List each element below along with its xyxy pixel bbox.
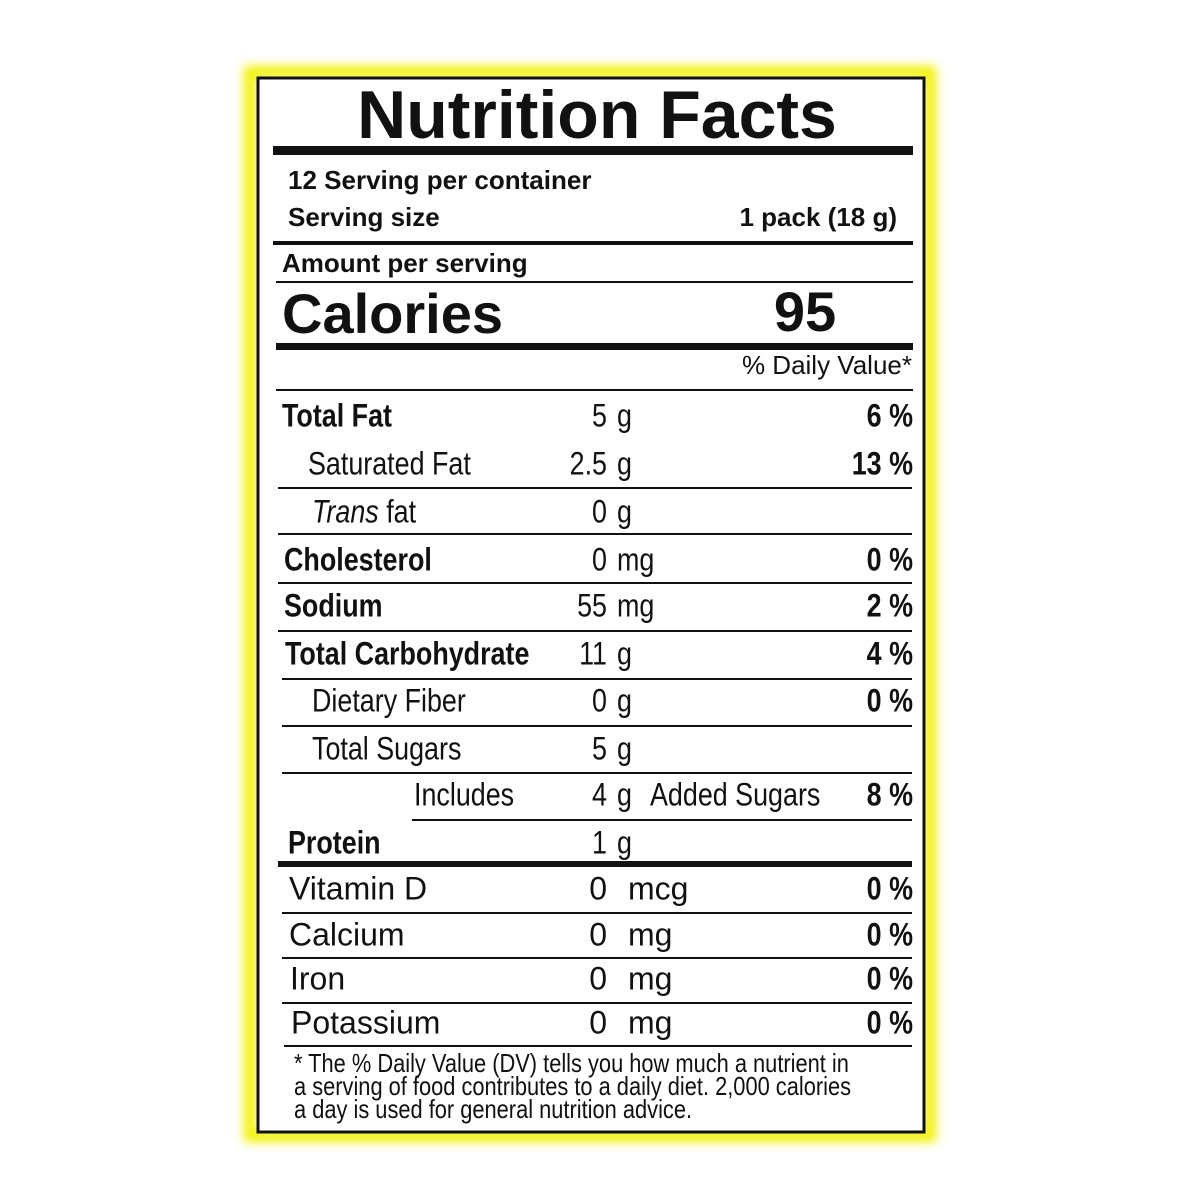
nutrient-unit: mg bbox=[617, 588, 654, 624]
nutrient-unit: mg bbox=[628, 916, 672, 952]
nutrient-unit: g bbox=[617, 825, 632, 861]
nutrient-unit: mcg bbox=[628, 870, 688, 906]
daily-value: 4 % bbox=[867, 636, 913, 672]
nutrient-unit: g bbox=[617, 446, 632, 482]
nutrient-name: Includes bbox=[414, 777, 514, 813]
nutrient-amount: 0 bbox=[592, 494, 607, 530]
nutrient-amount: 11 bbox=[579, 636, 607, 672]
serving-size-label: Serving size bbox=[288, 202, 440, 232]
yellow-glow bbox=[244, 66, 936, 1142]
daily-value: 13 % bbox=[852, 446, 913, 482]
daily-value: 0 % bbox=[867, 1005, 913, 1041]
calories-label: Calories bbox=[282, 282, 503, 345]
rule bbox=[282, 1002, 912, 1004]
nutrient-amount: 0 bbox=[589, 1004, 607, 1040]
daily-value: 2 % bbox=[867, 588, 913, 624]
daily-value: 0 % bbox=[867, 917, 913, 953]
rule bbox=[276, 281, 913, 283]
daily-value: 8 % bbox=[867, 777, 913, 813]
nutrient-name: Total Sugars bbox=[312, 731, 461, 767]
nutrient-name: Iron bbox=[290, 960, 345, 996]
rule bbox=[282, 725, 912, 727]
nutrient-unit: g bbox=[617, 636, 632, 672]
label-box bbox=[256, 76, 926, 1134]
calories-value: 95 bbox=[774, 280, 836, 343]
nutrient-name: Total Fat bbox=[282, 398, 392, 434]
nutrient-name: Total Carbohydrate bbox=[285, 636, 529, 672]
nutrient-unit: mg bbox=[617, 542, 654, 578]
footnote-line: * The % Daily Value (DV) tells you how m… bbox=[294, 1049, 849, 1078]
nutrient-name: Calcium bbox=[289, 916, 405, 952]
daily-value: 0 % bbox=[867, 871, 913, 907]
nutrient-amount: 0 bbox=[592, 683, 607, 719]
nutrient-unit: g bbox=[617, 683, 632, 719]
nutrient-name: Dietary Fiber bbox=[312, 683, 466, 719]
nutrient-unit: g bbox=[617, 777, 632, 813]
title: Nutrition Facts bbox=[357, 77, 837, 153]
nutrient-amount: 55 bbox=[577, 588, 607, 624]
nutrient-name: Vitamin D bbox=[289, 870, 427, 906]
nutrient-name: Potassium bbox=[291, 1004, 440, 1040]
nutrient-amount: 0 bbox=[589, 916, 607, 952]
nutrient-amount: 1 bbox=[592, 825, 607, 861]
nutrient-amount: 0 bbox=[592, 542, 607, 578]
nutrient-amount: 5 bbox=[592, 398, 607, 434]
footnote-line: a day is used for general nutrition advi… bbox=[294, 1095, 692, 1124]
daily-value: 0 % bbox=[867, 961, 913, 997]
rule bbox=[282, 678, 912, 680]
rule bbox=[282, 772, 912, 774]
thick-rule bbox=[276, 343, 913, 350]
nutrient-amount: 0 bbox=[589, 960, 607, 996]
rule bbox=[282, 957, 912, 959]
daily-value: 0 % bbox=[867, 542, 913, 578]
nutrient-name: Protein bbox=[288, 825, 381, 861]
rule bbox=[276, 389, 913, 391]
servings-per-container: 12 Serving per container bbox=[288, 165, 591, 195]
nutrient-name: fat bbox=[386, 494, 416, 530]
rule bbox=[273, 241, 913, 245]
rule bbox=[278, 533, 912, 535]
nutrient-name: Saturated Fat bbox=[308, 446, 471, 482]
rule bbox=[284, 1045, 912, 1047]
nutrient-amount: 2.5 bbox=[570, 446, 607, 482]
rule bbox=[278, 630, 912, 632]
nutrient-unit: mg bbox=[628, 960, 672, 996]
rule bbox=[412, 819, 912, 821]
thick-rule bbox=[278, 861, 912, 867]
nutrient-unit: g bbox=[617, 398, 632, 434]
footnote-line: a serving of food contributes to a daily… bbox=[294, 1072, 851, 1101]
rule bbox=[282, 912, 912, 914]
rule bbox=[278, 582, 912, 584]
nutrient-unit: mg bbox=[628, 1004, 672, 1040]
nutrient-amount: 5 bbox=[592, 731, 607, 767]
nutrient-name: Sodium bbox=[284, 588, 383, 624]
daily-value: 0 % bbox=[867, 683, 913, 719]
nutrient-unit: g bbox=[617, 494, 632, 530]
nutrient-amount: 4 bbox=[592, 777, 607, 813]
nutrient-name-italic: Trans bbox=[312, 494, 379, 530]
rule bbox=[278, 487, 912, 489]
thick-rule bbox=[273, 146, 913, 155]
amount-per-serving: Amount per serving bbox=[282, 248, 528, 278]
nutrient-note: Added Sugars bbox=[650, 777, 820, 813]
serving-size-value: 1 pack (18 g) bbox=[739, 202, 897, 232]
nutrient-unit: g bbox=[617, 731, 632, 767]
nutrient-amount: 0 bbox=[589, 870, 607, 906]
daily-value-header: % Daily Value* bbox=[742, 350, 912, 380]
nutrient-name: Cholesterol bbox=[284, 542, 432, 578]
nutrient-name: Trans fat bbox=[312, 494, 416, 530]
daily-value: 6 % bbox=[867, 398, 913, 434]
